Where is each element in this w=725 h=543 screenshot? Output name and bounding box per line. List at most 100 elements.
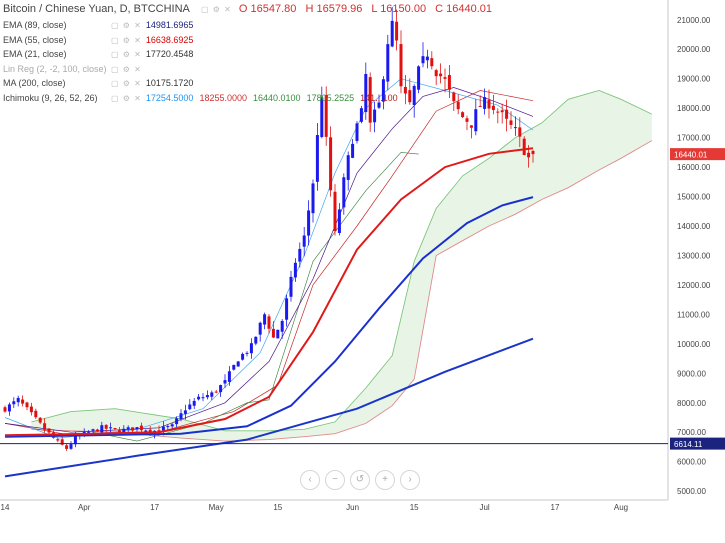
ichimoku-base-line xyxy=(4,90,534,436)
indicator-value: 10175.1720 xyxy=(145,78,194,88)
candle-body xyxy=(315,135,319,182)
candle-body xyxy=(166,426,170,428)
indicator-name[interactable]: Ichimoku (9, 26, 52, 26) xyxy=(3,92,98,103)
indicator-value: 14981.6965 xyxy=(145,20,194,30)
candle-body xyxy=(38,417,42,423)
candle-body xyxy=(95,429,99,432)
y-tick-label: 13000.00 xyxy=(677,251,711,260)
legend-row: Ichimoku (9, 26, 52, 26) ▢ ⚙ ✕ 17254.5000 1… xyxy=(3,91,498,106)
candle-body xyxy=(122,428,126,434)
indicator-buttons[interactable]: ▢ ⚙ ✕ xyxy=(111,64,142,74)
indicator-value: 17805.2525 xyxy=(306,92,355,103)
ichimoku-span-a xyxy=(31,90,652,432)
legend-title-row: Bitcoin / Chinese Yuan, D, BTCCHINA ▢ ⚙ … xyxy=(3,2,498,18)
indicator-buttons[interactable]: ▢ ⚙ ✕ xyxy=(111,79,142,88)
candle-body xyxy=(417,66,421,90)
candle-body xyxy=(447,74,451,90)
x-tick-label: Aug xyxy=(614,503,628,512)
ema21-line xyxy=(4,87,534,433)
candle-body xyxy=(223,380,227,384)
indicator-value: 16440.0100 xyxy=(253,92,301,103)
y-tick-label: 15000.00 xyxy=(677,193,711,202)
candle-body xyxy=(390,20,394,47)
candle-body xyxy=(126,427,130,430)
candle-body xyxy=(443,77,447,79)
candle-body xyxy=(232,364,236,370)
level-price-label: 6614.11 xyxy=(674,440,703,449)
candle-body xyxy=(175,418,179,425)
indicator-name[interactable]: EMA (21, close) xyxy=(3,49,67,59)
candle-body xyxy=(487,99,491,109)
legend-row: EMA (55, close) ▢ ⚙ ✕ 16638.6925 xyxy=(3,33,498,48)
candle-body xyxy=(439,73,443,77)
x-tick-label: Jun xyxy=(346,503,359,512)
candle-body xyxy=(236,361,240,367)
x-tick-label: 15 xyxy=(410,503,419,512)
candle-body xyxy=(16,397,20,403)
chevron-left-icon[interactable]: ‹ xyxy=(300,470,320,490)
indicator-name[interactable]: MA (200, close) xyxy=(3,78,66,88)
y-tick-label: 16000.00 xyxy=(677,163,711,172)
candle-body xyxy=(60,439,64,445)
candle-body xyxy=(210,392,214,397)
candle-body xyxy=(34,410,38,418)
chart-navigation: ‹ − ↺ + › xyxy=(300,470,420,490)
candle-body xyxy=(131,427,135,431)
candle-body xyxy=(205,395,209,398)
y-tick-label: 10000.00 xyxy=(677,340,711,349)
candle-body xyxy=(139,425,143,431)
indicator-value: 16638.6925 xyxy=(145,34,194,45)
x-tick-label: Jul xyxy=(479,503,489,512)
candle-body xyxy=(56,439,60,441)
cloud-bullish xyxy=(31,90,652,442)
candle-body xyxy=(258,322,262,335)
indicator-name[interactable]: EMA (89, close) xyxy=(3,20,67,30)
candle-body xyxy=(491,105,495,111)
candle-body xyxy=(531,150,535,155)
candle-body xyxy=(496,111,500,113)
ema89-line xyxy=(4,196,534,438)
symbol-title[interactable]: Bitcoin / Chinese Yuan, D, BTCCHINA xyxy=(3,3,190,15)
indicator-name[interactable]: Lin Reg (2, -2, 100, close) xyxy=(3,63,107,74)
candle-body xyxy=(21,399,25,404)
x-tick-label: Apr xyxy=(78,503,91,512)
chart-legend: Bitcoin / Chinese Yuan, D, BTCCHINA ▢ ⚙ … xyxy=(3,2,498,105)
indicator-buttons[interactable]: ▢ ⚙ ✕ xyxy=(111,93,142,103)
legend-buttons[interactable]: ▢ ⚙ ✕ xyxy=(200,5,232,14)
indicator-buttons[interactable]: ▢ ⚙ ✕ xyxy=(111,35,142,45)
candle-body xyxy=(478,105,482,107)
candle-body xyxy=(87,431,91,433)
ohlc-open: O 16547.80 xyxy=(238,3,297,15)
x-tick-label: 17 xyxy=(551,503,560,512)
indicator-buttons[interactable]: ▢ ⚙ ✕ xyxy=(111,50,142,59)
indicator-buttons[interactable]: ▢ ⚙ ✕ xyxy=(111,21,142,30)
candle-body xyxy=(474,109,478,132)
y-tick-label: 5000.00 xyxy=(677,487,706,496)
candle-body xyxy=(135,427,139,430)
candle-body xyxy=(311,183,315,214)
candle-body xyxy=(170,424,174,427)
x-tick-label: May xyxy=(209,503,224,512)
level-price-tag xyxy=(670,437,725,450)
last-price-tag xyxy=(670,148,725,161)
candle-body xyxy=(192,400,196,406)
candle-body xyxy=(100,425,104,433)
candle-body xyxy=(219,385,223,393)
chevron-right-icon[interactable]: › xyxy=(400,470,420,490)
zoom-in-icon[interactable]: + xyxy=(375,470,395,490)
x-tick-label: 14 xyxy=(1,503,10,512)
indicator-name[interactable]: EMA (55, close) xyxy=(3,34,67,45)
candle-body xyxy=(179,413,183,419)
candle-body xyxy=(263,314,267,325)
y-tick-label: 12000.00 xyxy=(677,281,711,290)
reset-icon[interactable]: ↺ xyxy=(350,470,370,490)
candle-body xyxy=(324,94,328,137)
candle-body xyxy=(183,410,187,414)
candle-body xyxy=(271,328,275,338)
y-tick-label: 8000.00 xyxy=(677,399,706,408)
candle-body xyxy=(408,90,412,103)
candle-body xyxy=(47,428,51,433)
ma200-line xyxy=(4,337,534,478)
zoom-out-icon[interactable]: − xyxy=(325,470,345,490)
